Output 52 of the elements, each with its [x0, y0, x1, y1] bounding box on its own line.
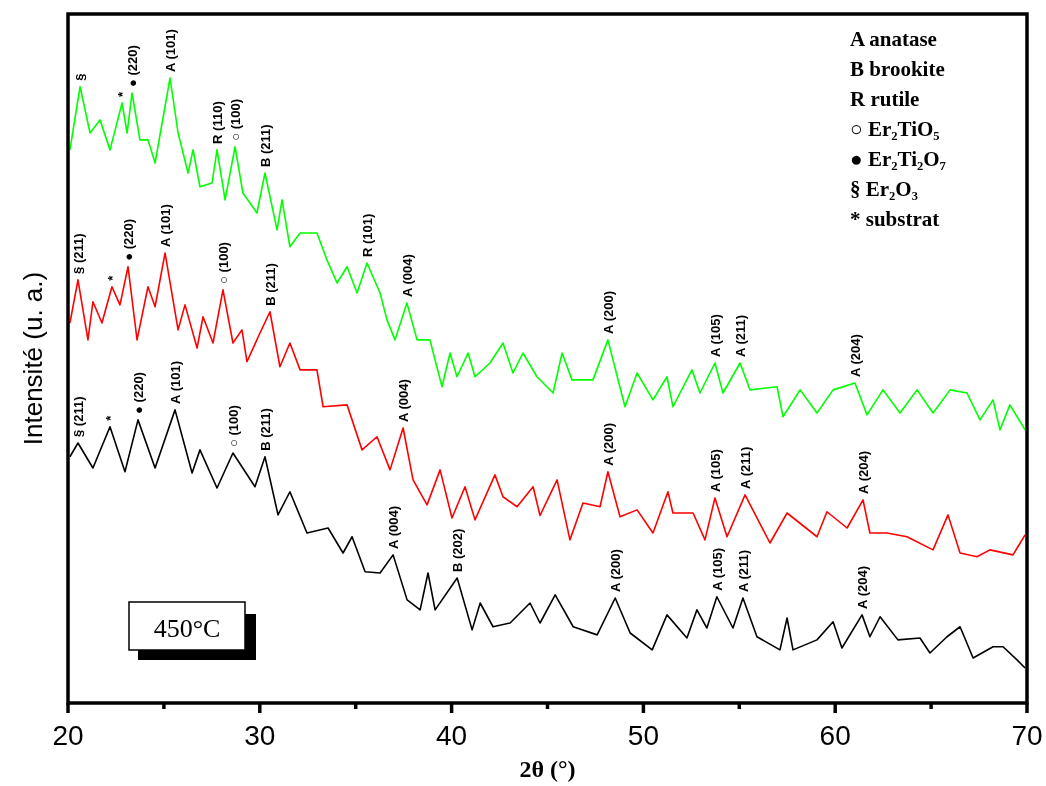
annotation: R (110) [210, 101, 226, 144]
annotation: A (004) [386, 506, 402, 549]
annotation: ● (220) [121, 218, 137, 261]
annotation: A (101) [168, 361, 184, 404]
annotation: § Er₂O₃ [850, 177, 919, 201]
x-tick-label: 40 [436, 720, 468, 751]
x-axis-title: 2θ (°) [519, 756, 576, 782]
annotation: A (004) [396, 379, 412, 422]
x-tick-label: 20 [52, 720, 84, 751]
annotation: § (211) [70, 233, 86, 274]
x-tick-label: 70 [1011, 720, 1043, 751]
annotation: ○ Er₂TiO₅ [850, 117, 940, 141]
y-axis-title: Intensité (u. a.) [18, 271, 48, 446]
annotation: B (211) [257, 124, 273, 167]
annotation: A (204) [847, 334, 863, 377]
annotation: A (211) [733, 314, 749, 357]
annotation: R (101) [360, 213, 376, 257]
annotation: ○ (100) [225, 405, 241, 447]
annotation: B (211) [257, 408, 273, 451]
annotation: * [103, 414, 118, 421]
annotation: A (211) [735, 549, 751, 592]
annotation: A (101) [163, 29, 179, 72]
annotation: A (105) [707, 449, 723, 492]
annotation: A (004) [399, 254, 415, 297]
annotation: A (200) [600, 422, 616, 466]
annotation: * substrat [850, 207, 940, 231]
annotation: A (204) [855, 566, 871, 609]
annotation: A (105) [707, 314, 723, 357]
annotation: * [104, 274, 120, 281]
annotation: B brookite [850, 57, 945, 81]
annotation: A (101) [158, 204, 174, 247]
x-tick-label: 30 [244, 720, 276, 751]
annotation: A (211) [738, 446, 754, 489]
annotation: ● (220) [131, 372, 147, 414]
annotation: B (211) [262, 263, 278, 306]
text: 450°C [153, 614, 221, 643]
annotation: ● (220) [125, 45, 141, 87]
annotation: A (105) [709, 547, 725, 591]
annotation: ○ (100) [228, 98, 244, 141]
annotation: § (211) [70, 396, 86, 437]
annotation: A (204) [856, 451, 872, 494]
x-tick-label: 60 [819, 720, 851, 751]
annotation: R rutile [850, 87, 920, 111]
annotation: ○ (100) [215, 242, 231, 284]
text: A anatase [850, 27, 937, 51]
annotation: § [73, 73, 89, 81]
x-tick-label: 50 [627, 720, 659, 751]
annotation: ● Er₂Ti₂O₇ [850, 147, 946, 171]
annotation: * [115, 91, 131, 97]
annotation: A (200) [608, 549, 624, 592]
annotation: A (200) [600, 291, 616, 334]
annotation: B (202) [450, 528, 466, 572]
